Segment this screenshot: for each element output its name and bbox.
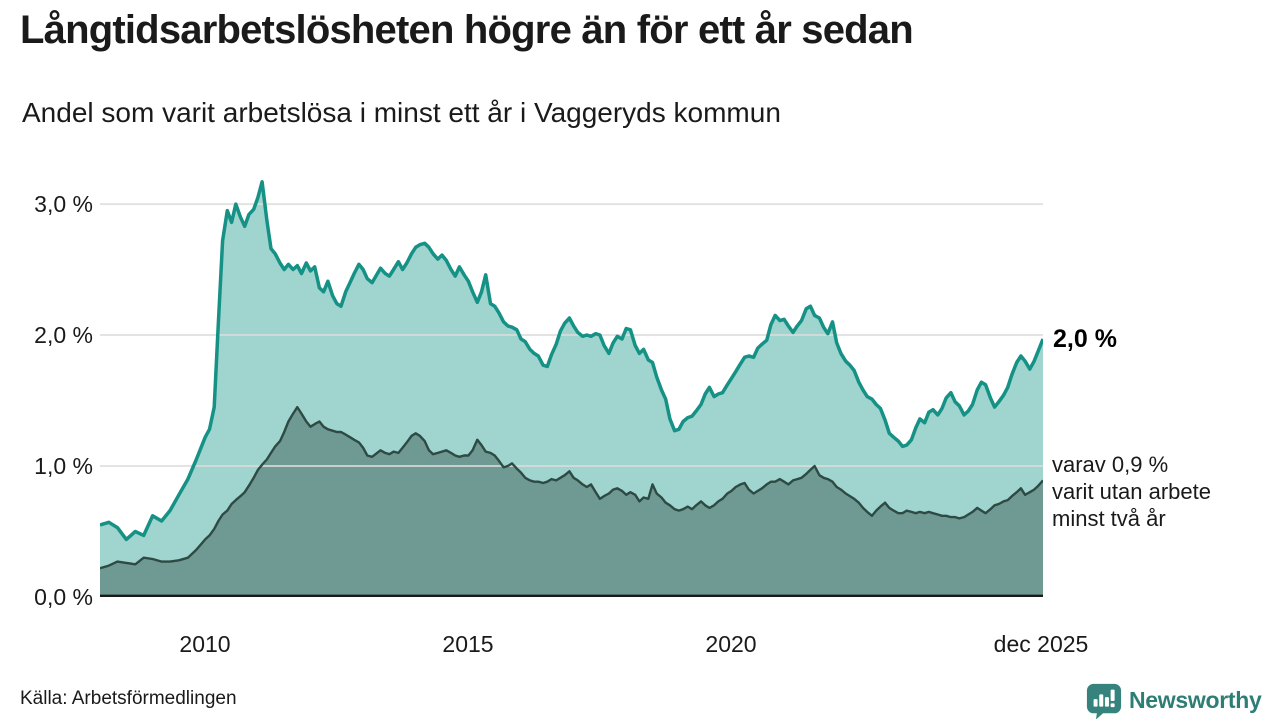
- x-tick-2010: 2010: [179, 631, 231, 657]
- page-title: Långtidsarbetslösheten högre än för ett …: [20, 8, 914, 52]
- x-tick-2020: 2020: [705, 631, 757, 657]
- newsworthy-bubble-icon: [1086, 683, 1122, 719]
- secondary-series-annotation: varav 0,9 % varit utan arbete minst två …: [1052, 451, 1211, 532]
- newsworthy-logo[interactable]: Newsworthy: [1085, 682, 1262, 719]
- y-tick-1: 1,0 %: [34, 453, 93, 479]
- line-one-year: [100, 180, 1043, 542]
- x-tick-2015: 2015: [442, 631, 494, 657]
- x-tick-dec-2025: dec 2025: [993, 631, 1089, 657]
- series-end-value-label: 2,0 %: [1053, 325, 1117, 353]
- annotation-line-2: varit utan arbete: [1052, 479, 1211, 504]
- line-two-year: [100, 405, 1043, 570]
- area-two-year: [100, 407, 1043, 597]
- y-tick-3: 3,0 %: [34, 191, 93, 217]
- y-tick-0: 0,0 %: [34, 584, 93, 610]
- annotation-line-1: varav 0,9 %: [1052, 452, 1169, 477]
- source-credit: Källa: Arbetsförmedlingen: [20, 688, 237, 709]
- chart-subtitle: Andel som varit arbetslösa i minst ett å…: [22, 97, 781, 128]
- area-chart-plot: [100, 180, 1043, 597]
- annotation-line-3: minst två år: [1052, 506, 1166, 531]
- newsworthy-wordmark: Newsworthy: [1129, 687, 1262, 713]
- y-tick-2: 2,0 %: [34, 322, 93, 348]
